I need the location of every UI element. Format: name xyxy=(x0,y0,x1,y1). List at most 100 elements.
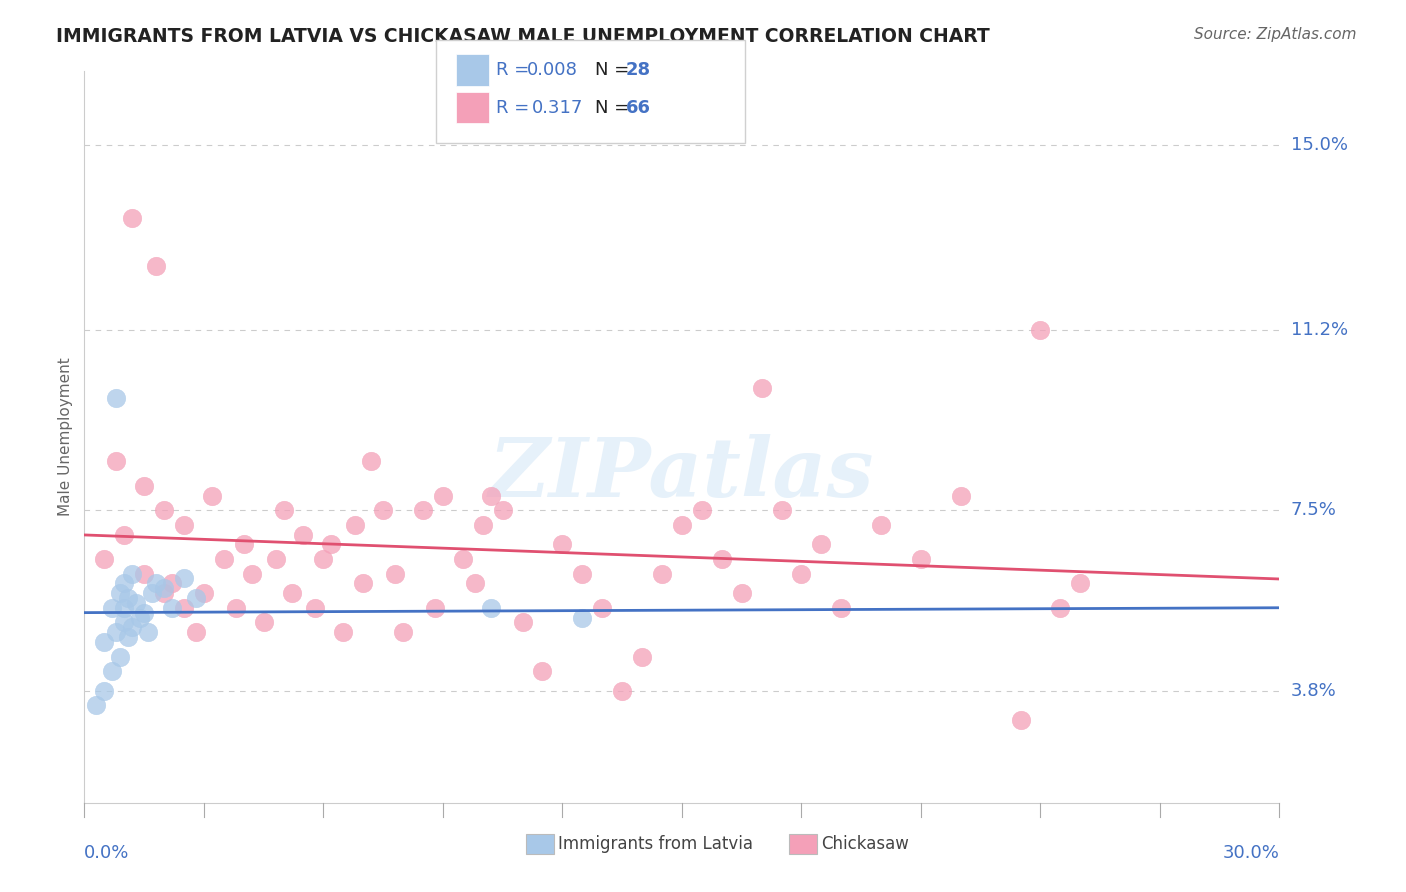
Point xyxy=(129,610,152,624)
Text: 0.0%: 0.0% xyxy=(84,845,129,863)
Point xyxy=(870,517,893,532)
Point xyxy=(93,635,115,649)
Point xyxy=(112,600,135,615)
Point xyxy=(112,576,135,591)
Point xyxy=(117,591,139,605)
Point xyxy=(312,552,335,566)
Point xyxy=(101,600,124,615)
Point xyxy=(492,503,515,517)
Text: Chickasaw: Chickasaw xyxy=(821,835,908,853)
Point xyxy=(93,552,115,566)
Text: 66: 66 xyxy=(626,99,651,117)
Point xyxy=(173,600,195,615)
Point xyxy=(132,566,156,581)
Point xyxy=(112,527,135,541)
Point xyxy=(253,615,276,630)
Point xyxy=(344,517,367,532)
Text: 28: 28 xyxy=(626,61,651,78)
Point xyxy=(512,615,534,630)
Text: 0.008: 0.008 xyxy=(527,61,578,78)
Point xyxy=(145,576,167,591)
Point xyxy=(360,454,382,468)
Point xyxy=(384,566,406,581)
Point xyxy=(264,552,287,566)
Point xyxy=(531,664,554,678)
Point xyxy=(132,479,156,493)
Point xyxy=(910,552,932,566)
Point xyxy=(770,503,793,517)
Point xyxy=(790,566,813,581)
Point xyxy=(321,537,343,551)
Point xyxy=(423,600,446,615)
Point xyxy=(105,391,128,405)
Point xyxy=(464,576,486,591)
Point xyxy=(432,489,454,503)
Point xyxy=(273,503,295,517)
Point xyxy=(212,552,235,566)
Point xyxy=(830,600,852,615)
Point xyxy=(86,698,108,713)
Point xyxy=(153,503,176,517)
Point xyxy=(184,625,207,640)
Text: N =: N = xyxy=(595,61,634,78)
Point xyxy=(292,527,315,541)
Point xyxy=(710,552,733,566)
Point xyxy=(225,600,247,615)
Point xyxy=(479,489,502,503)
Point xyxy=(173,517,195,532)
Point xyxy=(160,576,183,591)
Point xyxy=(121,620,143,634)
Point xyxy=(184,591,207,605)
Point xyxy=(591,600,613,615)
Point xyxy=(671,517,693,532)
Point xyxy=(612,683,634,698)
Point xyxy=(571,566,593,581)
Point xyxy=(160,600,183,615)
Point xyxy=(280,586,302,600)
Point xyxy=(392,625,415,640)
Point xyxy=(117,630,139,644)
Point xyxy=(1069,576,1091,591)
Point xyxy=(121,566,143,581)
Point xyxy=(193,586,215,600)
Point xyxy=(373,503,395,517)
Text: ZIPatlas: ZIPatlas xyxy=(489,434,875,514)
Text: 7.5%: 7.5% xyxy=(1291,501,1337,519)
Point xyxy=(471,517,494,532)
Point xyxy=(105,454,128,468)
Point xyxy=(304,600,326,615)
Point xyxy=(949,489,972,503)
Point xyxy=(571,610,593,624)
Y-axis label: Male Unemployment: Male Unemployment xyxy=(58,358,73,516)
Point xyxy=(132,606,156,620)
Point xyxy=(690,503,713,517)
Point xyxy=(1029,323,1052,337)
Point xyxy=(145,260,167,274)
Point xyxy=(751,381,773,395)
Text: IMMIGRANTS FROM LATVIA VS CHICKASAW MALE UNEMPLOYMENT CORRELATION CHART: IMMIGRANTS FROM LATVIA VS CHICKASAW MALE… xyxy=(56,27,990,45)
Text: 15.0%: 15.0% xyxy=(1291,136,1347,153)
Point xyxy=(110,586,132,600)
Point xyxy=(93,683,115,698)
Point xyxy=(240,566,263,581)
Point xyxy=(112,615,135,630)
Point xyxy=(101,664,124,678)
Text: R =: R = xyxy=(496,61,536,78)
Point xyxy=(412,503,434,517)
Point xyxy=(651,566,673,581)
Point xyxy=(1010,713,1032,727)
Text: Immigrants from Latvia: Immigrants from Latvia xyxy=(558,835,754,853)
Point xyxy=(141,586,163,600)
Text: 11.2%: 11.2% xyxy=(1291,321,1348,339)
Point xyxy=(125,596,148,610)
Point xyxy=(201,489,224,503)
Point xyxy=(551,537,574,551)
Text: 30.0%: 30.0% xyxy=(1223,845,1279,863)
Point xyxy=(810,537,832,551)
Point xyxy=(173,572,195,586)
Point xyxy=(110,649,132,664)
Text: Source: ZipAtlas.com: Source: ZipAtlas.com xyxy=(1194,27,1357,42)
Text: 0.317: 0.317 xyxy=(531,99,583,117)
Point xyxy=(153,581,176,595)
Point xyxy=(1049,600,1071,615)
